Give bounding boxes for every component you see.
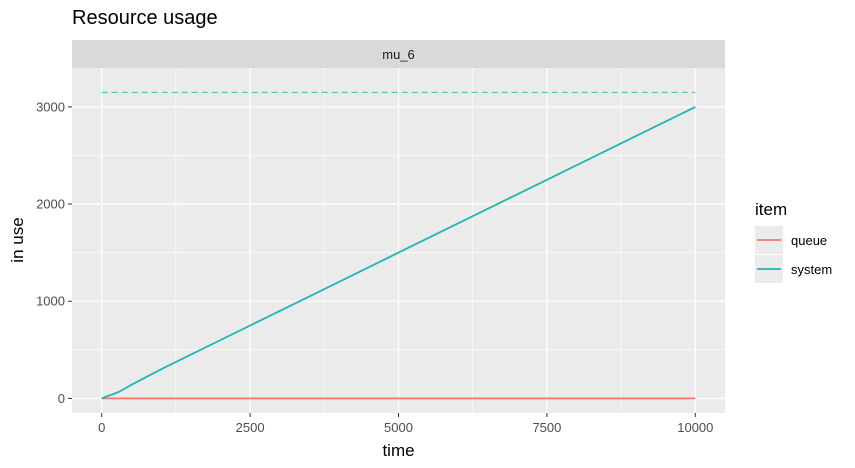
facet-strip [72,40,725,68]
x-axis-title: time [382,441,414,460]
legend-title: item [755,200,787,219]
legend-label-system: system [791,262,832,277]
x-tick-label: 5000 [384,420,413,435]
x-tick-label: 0 [98,420,105,435]
chart-title: Resource usage [72,7,218,29]
y-axis-title: in use [8,217,27,262]
y-tick-label: 1000 [36,294,65,309]
series-line-system [101,106,696,400]
facet-label: mu_6 [382,47,415,62]
series-layer [101,91,696,400]
y-axis: 0 1000 2000 3000 [36,99,72,406]
y-tick-label: 2000 [36,197,65,212]
y-tick-label: 0 [58,391,65,406]
x-axis: 0 2500 5000 7500 10000 [98,413,713,435]
y-tick-label: 3000 [36,99,65,114]
x-tick-label: 2500 [236,420,265,435]
x-tick-label: 7500 [532,420,561,435]
legend-label-queue: queue [791,233,827,248]
x-tick-label: 10000 [677,420,713,435]
legend: item queue system [755,200,832,283]
